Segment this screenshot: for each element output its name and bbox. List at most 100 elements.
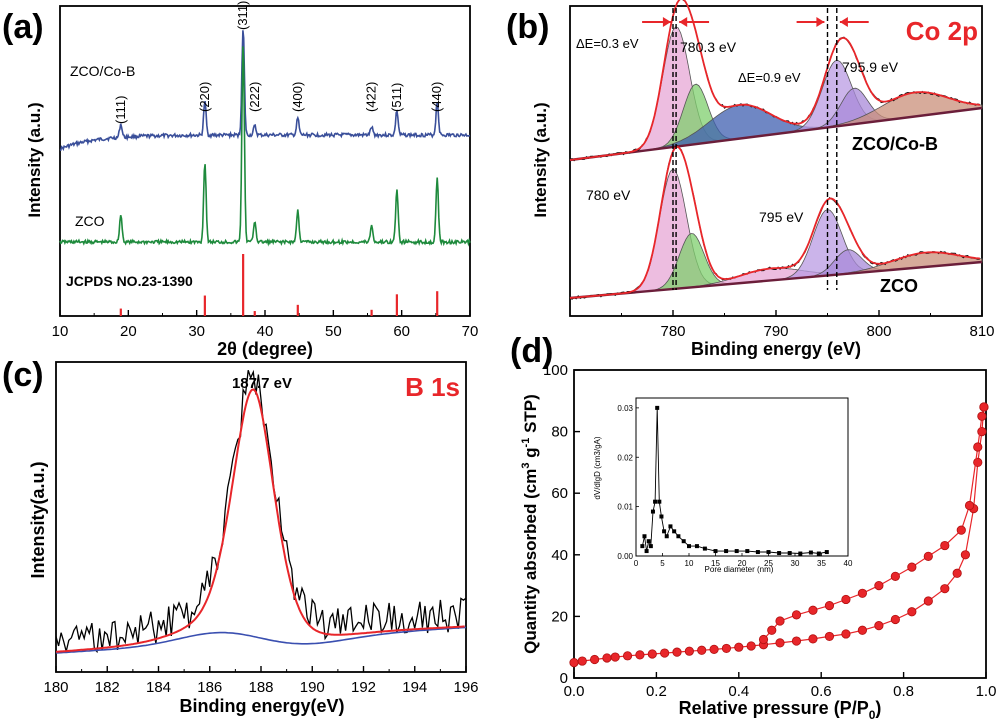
desorption-point xyxy=(964,500,975,511)
inset-xtick-label: 35 xyxy=(817,559,826,568)
panel-b-ylabel: Intensity (a.u.) xyxy=(531,102,550,217)
panel-d-xlabel: Relative pressure (P/P0) xyxy=(679,698,882,722)
panel-d-xtick-label: 0.4 xyxy=(728,683,749,700)
panel-c-xtick-label: 192 xyxy=(351,679,376,696)
panel-c-xlabel: Binding energy(eV) xyxy=(179,696,344,716)
panel-c-xtick-label: 184 xyxy=(146,679,171,696)
adsorption-point xyxy=(890,614,900,625)
panel-b-title: Co 2p xyxy=(906,16,978,46)
delta-arrow-right-2-head xyxy=(839,17,848,27)
peak-label-187-7: 187.7 eV xyxy=(232,375,292,392)
panel-d-xtick-label: 0.6 xyxy=(811,683,832,700)
hkl-label: (511) xyxy=(389,83,404,112)
panel-d-label: (d) xyxy=(510,332,553,370)
inset-xlabel: Pore diameter (nm) xyxy=(705,565,774,574)
panel-b-xlabel: Binding energy (eV) xyxy=(691,339,861,359)
baseline xyxy=(569,260,983,300)
b1s-fit xyxy=(55,388,465,653)
panel-a-xtick-label: 60 xyxy=(393,323,410,340)
fit-envelope xyxy=(569,145,980,299)
inset-ytick-label: 0.03 xyxy=(617,404,633,413)
adsorption-point xyxy=(808,634,818,644)
xps-annotation: ΔE=0.3 eV xyxy=(576,36,639,51)
pore-distribution-point xyxy=(755,550,760,555)
adsorption-point xyxy=(940,584,950,594)
pore-distribution-point xyxy=(766,550,771,555)
inset-ytick-label: 0.01 xyxy=(617,503,633,512)
panel-b-xtick-label: 810 xyxy=(969,323,994,340)
adsorption-point xyxy=(841,629,851,639)
adsorption-point xyxy=(660,648,670,658)
delta-arrow-left-1-head xyxy=(662,17,671,27)
desorption-point xyxy=(758,634,769,645)
desorption-point xyxy=(977,411,987,421)
desorption-point xyxy=(808,605,818,615)
panel-d-ytick-label: 60 xyxy=(551,485,568,502)
adsorption-point xyxy=(907,607,917,617)
desorption-point xyxy=(923,551,933,561)
inset-xtick-label: 30 xyxy=(791,559,800,568)
panel-a-xlabel: 2θ (degree) xyxy=(217,339,313,359)
desorption-point xyxy=(767,625,777,635)
xrd-pattern-zco xyxy=(59,46,471,247)
pore-distribution-point xyxy=(659,514,664,519)
pore-distribution-point xyxy=(734,549,739,554)
pore-distribution-point xyxy=(808,550,813,555)
pore-distribution-point xyxy=(702,546,707,551)
desorption-point xyxy=(979,402,989,412)
panel-c-xtick-label: 194 xyxy=(402,679,427,696)
adsorption-point xyxy=(577,656,587,666)
pore-distribution-point xyxy=(777,551,782,556)
pore-distribution-point xyxy=(816,551,821,556)
pore-distribution-point xyxy=(668,524,673,529)
pore-distribution-point xyxy=(676,534,681,539)
panel-d-isotherm-chart: Quantity absorbed (cm3 g-1 STP) Relative… xyxy=(520,362,996,722)
pore-distribution-point xyxy=(646,539,651,544)
panel-c-xtick-label: 190 xyxy=(300,679,325,696)
panel-d-xtick-label: 0.2 xyxy=(646,683,667,700)
pore-distribution-point xyxy=(787,551,792,556)
hkl-label: (220) xyxy=(197,82,212,112)
panel-c-title: B 1s xyxy=(405,372,460,402)
xps-annotation: ZCO xyxy=(880,276,918,296)
adsorption-line xyxy=(573,406,985,664)
xps-annotation: 795 eV xyxy=(759,209,804,225)
xps-annotation: 780.3 eV xyxy=(680,39,737,55)
panel-c-xtick-label: 188 xyxy=(248,679,273,696)
panel-a-xtick-label: 70 xyxy=(462,323,479,340)
panel-c-xtick-label: 186 xyxy=(197,679,222,696)
xps-annotation: 795.9 eV xyxy=(842,59,899,75)
pore-distribution-point xyxy=(694,544,699,549)
adsorption-point xyxy=(734,642,744,652)
panel-c-xps-b1s-chart: Intensity(a.u.) Binding energy(eV) B 1s … xyxy=(28,361,479,716)
panel-a-xtick-label: 20 xyxy=(120,323,137,340)
pore-distribution-point xyxy=(650,509,655,514)
pore-distribution-point xyxy=(745,549,750,554)
pore-distribution-point xyxy=(672,529,677,534)
series-label-zco-cob: ZCO/Co-B xyxy=(70,63,135,79)
panel-d-ytick-label: 0 xyxy=(560,670,568,687)
b1s-background xyxy=(55,626,467,654)
pore-distribution-point xyxy=(640,544,645,549)
panel-b-xtick-label: 800 xyxy=(866,323,891,340)
pore-distribution-point xyxy=(657,499,662,504)
panel-a-label: (a) xyxy=(2,8,44,46)
inset-ytick-label: 0.02 xyxy=(617,453,633,462)
inset-xtick-label: 25 xyxy=(764,559,773,568)
inset-xtick-label: 0 xyxy=(634,559,639,568)
inset-ylabel: dV/dlgD (cm3/gA) xyxy=(593,436,602,499)
desorption-point xyxy=(791,610,802,620)
adsorption-point xyxy=(775,638,785,648)
desorption-point xyxy=(874,580,884,591)
hkl-label: (222) xyxy=(247,82,262,112)
adsorption-point xyxy=(709,644,719,654)
panel-c-label: (c) xyxy=(2,356,44,394)
adsorption-point xyxy=(721,643,732,654)
desorption-point xyxy=(857,588,868,598)
panel-b-xtick-label: 790 xyxy=(763,323,788,340)
panel-a-xtick-label: 50 xyxy=(325,323,342,340)
adsorption-point xyxy=(610,652,620,662)
adsorption-point xyxy=(857,625,868,635)
panel-d-xtick-label: 0.8 xyxy=(893,683,914,700)
